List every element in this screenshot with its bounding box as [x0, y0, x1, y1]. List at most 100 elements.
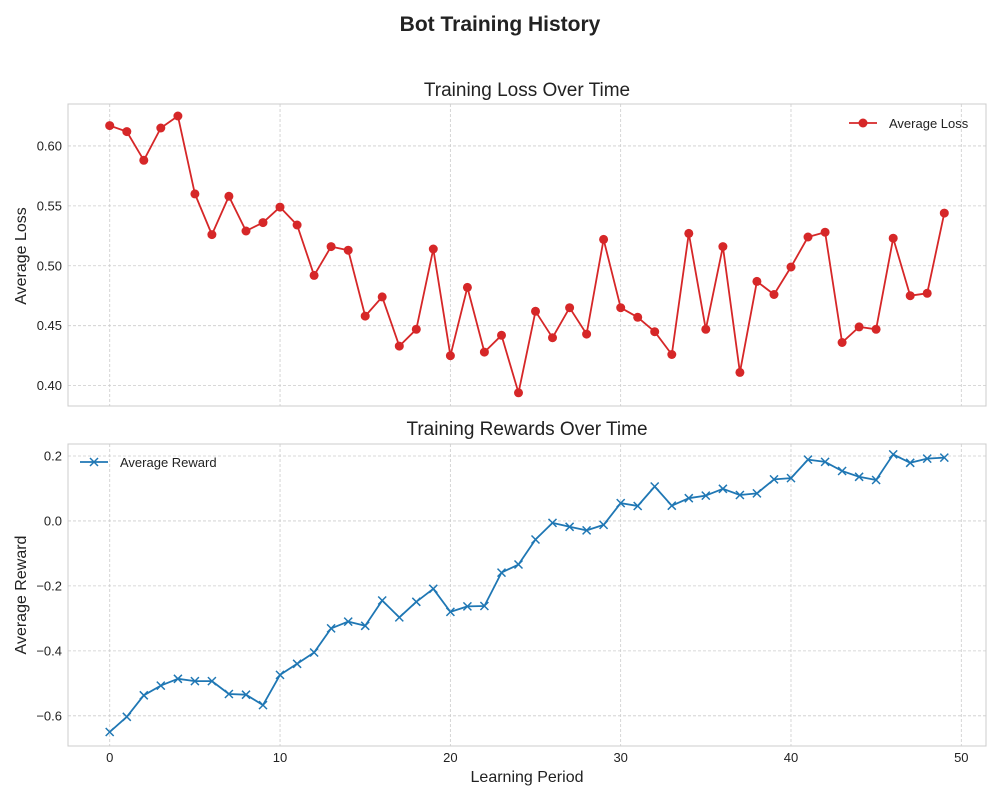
reward-data-point — [820, 457, 830, 467]
loss-data-point — [582, 329, 592, 339]
loss-data-point — [207, 230, 217, 240]
loss-data-point — [667, 350, 677, 359]
loss-data-point — [258, 218, 268, 228]
reward-data-point — [445, 607, 455, 617]
reward-data-point — [582, 525, 592, 535]
reward-data-point — [599, 520, 609, 530]
reward-x-tick-label: 20 — [443, 750, 457, 765]
reward-data-point — [803, 455, 813, 465]
loss-data-point — [837, 338, 847, 347]
loss-data-point — [684, 228, 694, 238]
loss-data-point — [786, 262, 796, 272]
reward-grid — [68, 444, 986, 746]
reward-data-point — [411, 597, 421, 607]
reward-data-point — [343, 617, 353, 627]
loss-data-point — [292, 220, 302, 230]
reward-data-point — [462, 601, 472, 611]
reward-data-point — [735, 490, 745, 500]
reward-data-point — [752, 488, 762, 498]
loss-data-point — [105, 121, 115, 131]
loss-data-point — [122, 127, 132, 137]
loss-data-point — [548, 333, 557, 343]
loss-y-tick-label: 0.45 — [37, 318, 62, 333]
loss-data-point — [650, 327, 660, 337]
reward-data-point — [922, 454, 932, 464]
reward-plot-frame — [67, 443, 987, 747]
loss-chart-title: Training Loss Over Time — [424, 80, 630, 101]
loss-data-point — [616, 303, 626, 313]
loss-legend-label: Average Loss — [889, 116, 969, 131]
reward-chart-title: Training Rewards Over Time — [406, 419, 647, 440]
loss-data-point — [820, 227, 830, 237]
loss-data-point — [190, 189, 200, 199]
loss-data-point — [599, 234, 609, 244]
reward-data-point — [139, 690, 149, 700]
reward-legend: Average Reward — [80, 455, 217, 470]
reward-data-point — [309, 647, 319, 658]
reward-x-ticks: 0 10 20 30 40 50 — [106, 750, 968, 765]
reward-x-tick-label: 50 — [954, 750, 968, 765]
reward-data-point — [530, 534, 541, 545]
loss-y-tick-label: 0.55 — [37, 198, 62, 213]
loss-data-point — [871, 324, 881, 334]
loss-data-point — [462, 282, 472, 292]
loss-y-tick-label: 0.50 — [37, 258, 62, 273]
loss-data-point — [343, 245, 353, 255]
loss-data-point — [173, 111, 183, 121]
reward-data-point — [190, 676, 200, 686]
loss-data-point — [514, 388, 523, 398]
reward-data-point — [837, 466, 847, 476]
loss-data-point — [497, 330, 506, 340]
reward-data-point — [377, 595, 387, 606]
reward-data-point — [786, 473, 796, 483]
loss-data-point — [565, 303, 575, 313]
reward-data-point — [684, 493, 694, 503]
reward-y-tick-label: −0.6 — [36, 708, 62, 723]
loss-chart: Training Loss Over Time Average Loss 0.4… — [13, 80, 987, 407]
loss-data-point — [633, 312, 643, 322]
reward-legend-label: Average Reward — [120, 455, 217, 470]
reward-data-point — [360, 621, 370, 631]
reward-x-tick-label: 0 — [106, 750, 113, 765]
reward-data-point — [207, 676, 217, 686]
loss-y-tick-label: 0.60 — [37, 138, 62, 153]
reward-x-tick-label: 30 — [613, 750, 627, 765]
loss-data-point — [394, 341, 404, 351]
reward-data-point — [275, 670, 285, 680]
reward-data-point — [173, 674, 183, 684]
reward-y-axis-label: Average Reward — [13, 536, 30, 655]
reward-data-point — [701, 491, 711, 501]
reward-y-tick-label: −0.4 — [36, 643, 62, 658]
reward-series-line — [109, 453, 945, 733]
loss-data-point — [531, 306, 540, 316]
loss-y-axis-label: Average Loss — [13, 207, 30, 305]
loss-data-point — [428, 244, 438, 254]
reward-x-tick-label: 40 — [784, 750, 798, 765]
loss-data-point — [156, 123, 166, 133]
loss-data-point — [224, 191, 234, 201]
reward-chart: Training Rewards Over Time Average Rewar… — [13, 419, 987, 786]
loss-data-point — [888, 233, 898, 243]
loss-series-line — [109, 115, 946, 394]
reward-data-point — [547, 518, 558, 528]
loss-data-point — [309, 270, 319, 280]
loss-data-point — [377, 292, 387, 302]
reward-data-point — [565, 522, 575, 532]
reward-data-point — [105, 727, 115, 737]
reward-data-point — [513, 559, 524, 570]
reward-data-point — [905, 458, 915, 468]
loss-legend: Average Loss — [849, 116, 969, 131]
reward-data-point — [769, 474, 779, 484]
reward-data-point — [633, 501, 643, 511]
loss-data-point — [735, 367, 745, 377]
loss-y-ticks: 0.40 0.45 0.50 0.55 0.60 — [37, 138, 62, 393]
reward-series — [105, 449, 949, 737]
reward-y-ticks: −0.6 −0.4 −0.2 0.0 0.2 — [36, 449, 62, 724]
loss-data-point — [803, 232, 813, 242]
loss-data-point — [411, 324, 421, 334]
reward-data-point — [479, 601, 489, 611]
reward-y-tick-label: −0.2 — [36, 578, 62, 593]
reward-x-tick-label: 10 — [273, 750, 287, 765]
